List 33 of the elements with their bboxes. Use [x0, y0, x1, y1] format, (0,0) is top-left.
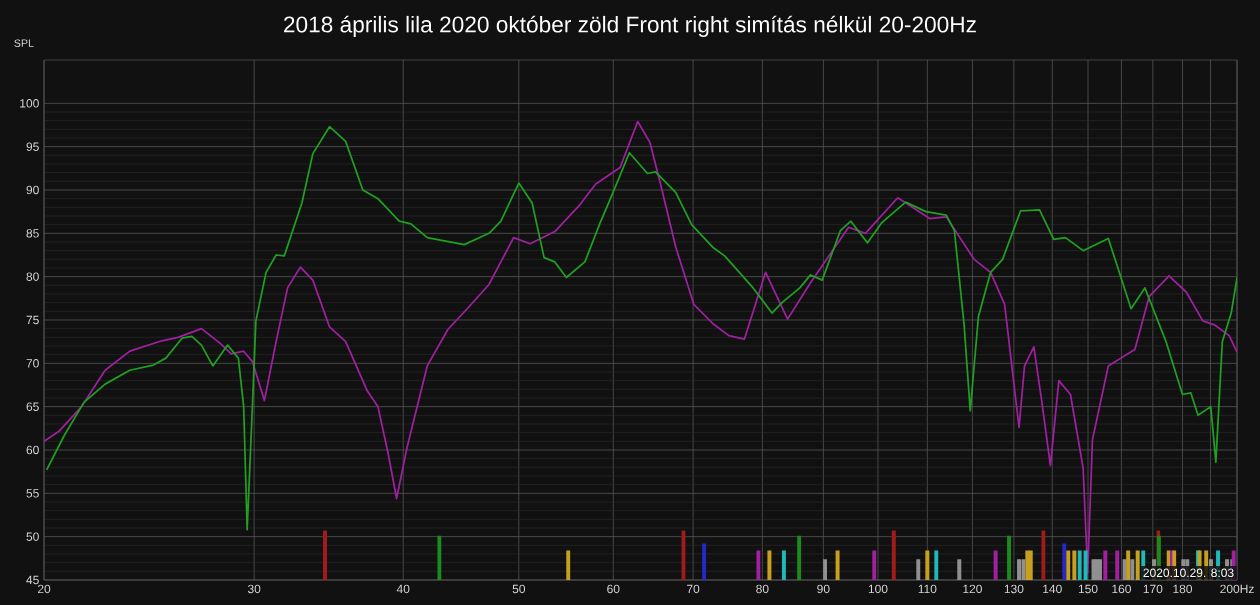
x-tick-label: 70 [687, 584, 700, 594]
x-tick-label: 150 [1078, 584, 1098, 594]
y-tick-label: 60 [26, 445, 39, 455]
x-tick-label: 80 [756, 584, 769, 594]
y-tick-label: 65 [26, 402, 39, 411]
x-tick-label: 140 [1043, 584, 1062, 594]
y-tick-label: 50 [26, 532, 39, 541]
y-axis-title: SPL [14, 39, 34, 47]
x-tick-label: 160 [1112, 584, 1131, 594]
x-tick-label: 110 [918, 584, 937, 594]
x-tick-label: 60 [607, 584, 620, 594]
x-tick-label: 180 [1173, 584, 1193, 594]
x-tick-label: 50 [512, 584, 526, 594]
chart-title: 2018 április lila 2020 október zöld Front right simítás nélkül 20-200Hz [284, 15, 976, 38]
y-tick-label: 75 [26, 315, 39, 325]
annotation: 2020.10.29. 8:03 [1143, 568, 1234, 578]
x-tick-label: 170 [1143, 584, 1163, 594]
x-tick-label: 100 [868, 584, 888, 594]
x-tick-label: 120 [963, 584, 982, 594]
y-tick-label: 80 [26, 272, 39, 281]
x-tick-label: 20 [37, 584, 51, 594]
x-tick-label: 90 [817, 584, 830, 594]
y-tick-label: 55 [26, 489, 39, 498]
y-tick-label: 85 [26, 229, 39, 238]
y-tick-label: 90 [26, 185, 39, 195]
y-tick-label: 95 [26, 142, 39, 151]
y-tick-label: 70 [26, 359, 39, 368]
x-tick-label: 130 [1004, 584, 1024, 594]
y-tick-label: 45 [26, 575, 39, 585]
x-tick-label: 30 [247, 584, 261, 594]
y-tick-label: 100 [20, 99, 39, 108]
x-tick-label: 40 [396, 584, 410, 594]
x-tick-label: 200Hz [1220, 584, 1254, 594]
